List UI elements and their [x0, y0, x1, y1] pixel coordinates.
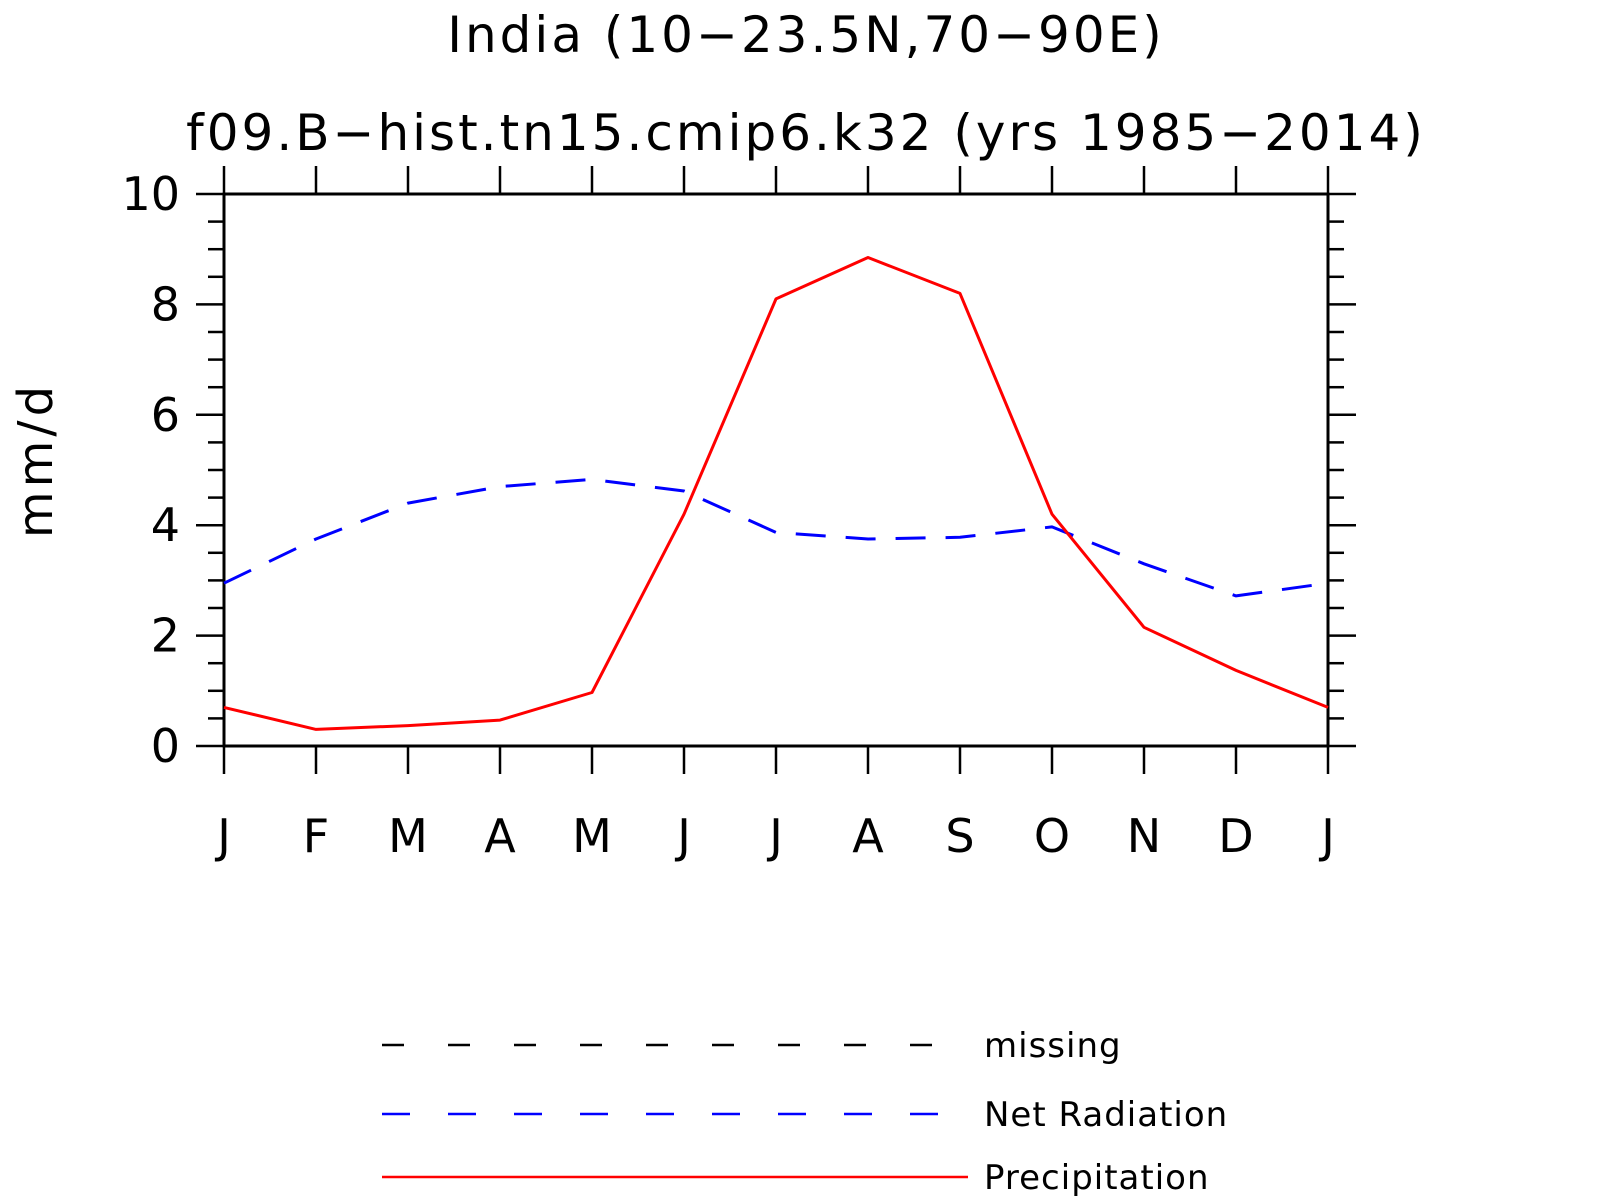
series-line-net-radiation — [223, 477, 1329, 598]
y-tick-label: 6 — [151, 388, 180, 442]
series-line-precipitation — [223, 256, 1329, 731]
x-tick-label: S — [945, 809, 974, 863]
plot-border — [222, 192, 1330, 748]
y-axis-label: mm/d — [8, 382, 64, 538]
x-tick-label: J — [674, 809, 691, 863]
y-tick-label: 4 — [151, 498, 180, 552]
x-tick-label: A — [484, 809, 516, 863]
y-tick-label: 0 — [151, 719, 180, 773]
legend: missing Net Radiation Precipitation — [382, 1026, 1228, 1198]
axis-ticks — [196, 166, 1356, 774]
x-tick-label: O — [1034, 809, 1070, 863]
chart-title: India (10−23.5N,70−90E) — [447, 6, 1165, 64]
y-tick-label: 10 — [121, 167, 180, 221]
y-tick-label: 2 — [151, 609, 180, 663]
y-tick-label: 8 — [151, 277, 180, 331]
x-tick-label: J — [214, 809, 231, 863]
chart-subtitle: f09.B−hist.tn15.cmip6.k32 (yrs 1985−2014… — [186, 104, 1426, 162]
x-tick-label: A — [852, 809, 884, 863]
x-tick-label: D — [1218, 809, 1253, 863]
legend-label: Net Radiation — [984, 1095, 1228, 1135]
x-tick-label: N — [1127, 809, 1161, 863]
plot-frame — [222, 192, 1330, 748]
series-layer — [223, 256, 1329, 731]
legend-label: missing — [984, 1026, 1122, 1066]
legend-label: Precipitation — [984, 1158, 1210, 1198]
x-tick-label: M — [388, 809, 428, 863]
x-tick-label: J — [1318, 809, 1335, 863]
x-tick-label: F — [303, 809, 329, 863]
x-tick-label: M — [572, 809, 612, 863]
x-tick-label: J — [766, 809, 783, 863]
y-tick-labels: 0 2 4 6 8 10 — [121, 167, 180, 773]
